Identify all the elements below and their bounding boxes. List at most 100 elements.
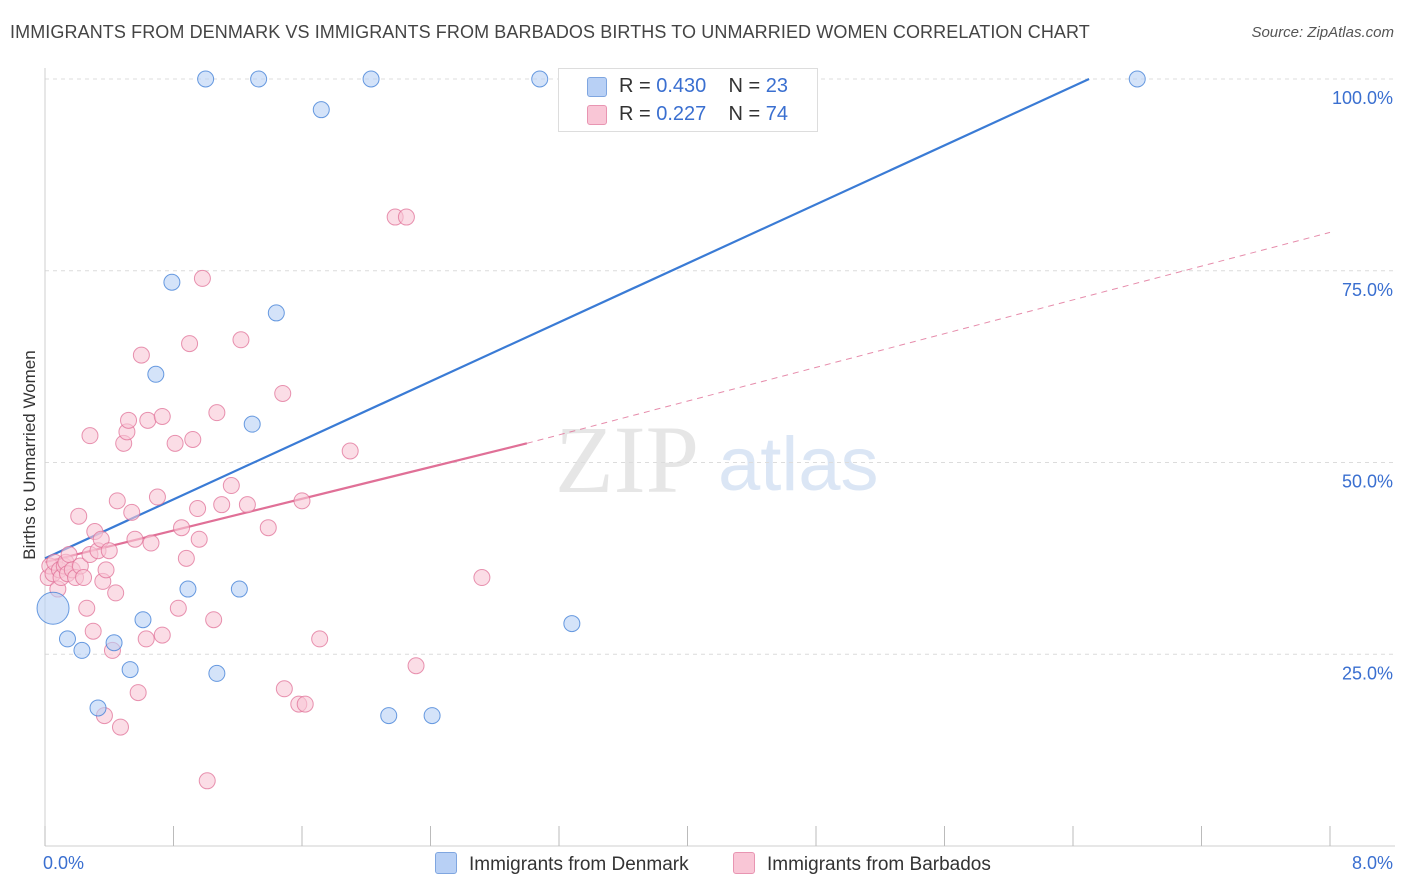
- barbados-point: [177, 549, 195, 567]
- barbados-point: [142, 534, 160, 552]
- barbados-point: [81, 427, 99, 445]
- barbados-point: [208, 404, 226, 422]
- watermark-zip: ZIP: [555, 406, 699, 513]
- barbados-point: [78, 599, 96, 617]
- series-legend-denmark: Immigrants from Denmark: [435, 852, 689, 876]
- barbados-point: [189, 500, 207, 518]
- barbados-point: [97, 561, 115, 579]
- barbados-point: [169, 599, 187, 617]
- legend-n-label: N =: [728, 75, 766, 97]
- denmark-point: [163, 273, 181, 291]
- legend-r-label: R =: [619, 75, 657, 97]
- denmark-point: [208, 664, 226, 682]
- legend-n-label: N =: [728, 103, 766, 125]
- denmark-point: [250, 70, 268, 88]
- y-tick-label: 100.0%: [1332, 88, 1393, 108]
- y-tick-label: 75.0%: [1342, 280, 1393, 300]
- legend-swatch-denmark: [587, 77, 607, 97]
- barbados-point: [213, 496, 231, 514]
- barbados-point: [166, 434, 184, 452]
- barbados-point: [205, 611, 223, 629]
- barbados-point: [70, 507, 88, 525]
- legend-n-value: 74: [765, 103, 789, 125]
- trend-extension-barbados: [526, 231, 1331, 444]
- barbados-point: [75, 569, 93, 587]
- barbados-point: [198, 772, 216, 790]
- barbados-point: [181, 335, 199, 353]
- legend-r-value: 0.227: [656, 103, 707, 125]
- barbados-point: [148, 488, 166, 506]
- barbados-point: [190, 530, 208, 548]
- barbados-point: [126, 530, 144, 548]
- series-name-barbados: Immigrants from Barbados: [767, 854, 991, 875]
- trend-line-barbados: [44, 442, 528, 564]
- denmark-point: [380, 707, 398, 725]
- legend-r-label: R =: [619, 103, 657, 125]
- barbados-point: [84, 622, 102, 640]
- denmark-point: [1128, 70, 1146, 88]
- x-tick-label: 8.0%: [1352, 853, 1393, 873]
- watermark-atlas: atlas: [718, 422, 879, 507]
- barbados-point: [232, 331, 250, 349]
- denmark-point: [423, 707, 441, 725]
- barbados-point: [222, 477, 240, 495]
- barbados-point: [473, 569, 491, 587]
- barbados-point: [274, 384, 292, 402]
- source-label: Source: ZipAtlas.com: [1251, 24, 1394, 41]
- denmark-point: [179, 580, 197, 598]
- barbados-point: [139, 411, 157, 429]
- barbados-point: [407, 657, 425, 675]
- chart-title: IMMIGRANTS FROM DENMARK VS IMMIGRANTS FR…: [10, 22, 1090, 42]
- barbados-point: [259, 519, 277, 537]
- denmark-point: [73, 641, 91, 659]
- barbados-point: [153, 626, 171, 644]
- barbados-point: [100, 542, 118, 560]
- denmark-point: [243, 415, 261, 433]
- barbados-point: [111, 718, 129, 736]
- denmark-point: [563, 615, 581, 633]
- barbados-point: [341, 442, 359, 460]
- denmark-point: [105, 634, 123, 652]
- x-tick-label: 0.0%: [43, 853, 84, 873]
- barbados-point: [293, 492, 311, 510]
- barbados-point: [238, 496, 256, 514]
- barbados-point: [296, 695, 314, 713]
- barbados-point: [108, 492, 126, 510]
- denmark-point: [121, 661, 139, 679]
- denmark-point: [230, 580, 248, 598]
- denmark-point: [58, 630, 76, 648]
- barbados-point: [173, 519, 191, 537]
- correlation-legend: R = 0.430 N = 23 R = 0.227 N = 74: [558, 68, 818, 132]
- denmark-point: [362, 70, 380, 88]
- series-name-denmark: Immigrants from Denmark: [469, 854, 689, 875]
- series-swatch-barbados: [733, 852, 755, 874]
- y-tick-label: 25.0%: [1342, 663, 1393, 683]
- denmark-point: [36, 591, 70, 625]
- legend-swatch-barbados: [587, 105, 607, 125]
- denmark-point: [531, 70, 549, 88]
- trend-line-denmark: [44, 78, 1090, 560]
- denmark-point: [147, 365, 165, 383]
- barbados-point: [397, 208, 415, 226]
- barbados-point: [107, 584, 125, 602]
- barbados-point: [153, 407, 171, 425]
- denmark-point: [267, 304, 285, 322]
- legend-r-value: 0.430: [656, 75, 707, 97]
- barbados-point: [123, 503, 141, 521]
- barbados-point: [311, 630, 329, 648]
- barbados-point: [92, 530, 110, 548]
- barbados-point: [132, 346, 150, 364]
- denmark-point: [89, 699, 107, 717]
- series-legend-barbados: Immigrants from Barbados: [733, 852, 991, 876]
- barbados-point: [129, 684, 147, 702]
- barbados-point: [137, 630, 155, 648]
- legend-n-value: 23: [765, 75, 789, 97]
- denmark-point: [312, 101, 330, 119]
- barbados-point: [184, 430, 202, 448]
- series-swatch-denmark: [435, 852, 457, 874]
- barbados-point: [120, 411, 138, 429]
- denmark-point: [197, 70, 215, 88]
- y-tick-label: 50.0%: [1342, 472, 1393, 492]
- denmark-point: [134, 611, 152, 629]
